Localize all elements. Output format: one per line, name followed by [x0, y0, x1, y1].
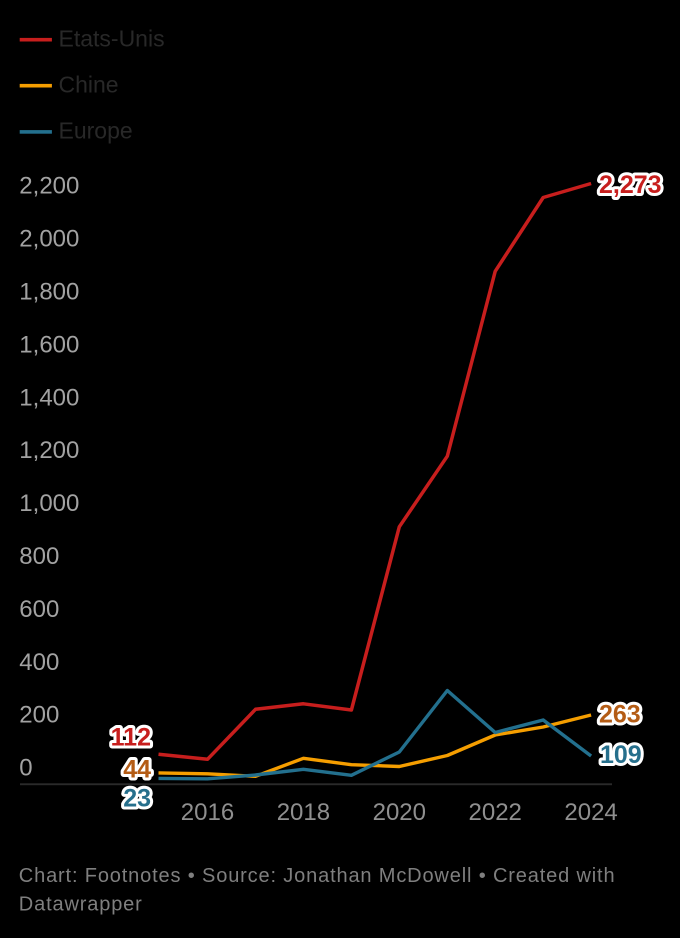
svg-text:800: 800: [19, 543, 59, 570]
svg-text:2,273: 2,273: [599, 171, 662, 199]
svg-text:109: 109: [600, 741, 642, 769]
svg-text:2018: 2018: [277, 799, 330, 826]
svg-text:1,200: 1,200: [19, 437, 79, 464]
svg-text:112: 112: [111, 723, 151, 751]
svg-text:Etats-Unis: Etats-Unis: [59, 26, 165, 52]
svg-text:Datawrapper: Datawrapper: [19, 894, 143, 916]
svg-text:1,000: 1,000: [19, 490, 79, 517]
svg-text:2,000: 2,000: [19, 226, 79, 253]
svg-text:2016: 2016: [181, 799, 234, 826]
svg-text:2,200: 2,200: [19, 173, 79, 200]
svg-text:2020: 2020: [373, 799, 426, 826]
svg-text:400: 400: [19, 649, 59, 676]
svg-text:600: 600: [19, 596, 59, 623]
svg-text:1,800: 1,800: [19, 279, 79, 306]
svg-text:Europe: Europe: [59, 118, 133, 144]
svg-text:200: 200: [19, 702, 59, 729]
svg-text:263: 263: [599, 701, 641, 729]
svg-text:1,400: 1,400: [19, 384, 79, 411]
svg-text:2024: 2024: [564, 799, 617, 826]
svg-text:0: 0: [19, 755, 32, 782]
svg-text:44: 44: [123, 756, 151, 784]
svg-text:Chart: Footnotes • Source: Jon: Chart: Footnotes • Source: Jonathan McDo…: [19, 865, 616, 887]
svg-text:2022: 2022: [469, 799, 522, 826]
svg-text:1,600: 1,600: [19, 331, 79, 358]
svg-text:23: 23: [123, 784, 151, 812]
svg-text:Chine: Chine: [59, 72, 119, 98]
